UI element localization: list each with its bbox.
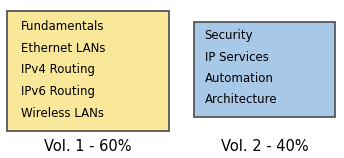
Text: IPv4 Routing: IPv4 Routing bbox=[21, 63, 95, 76]
Text: Fundamentals: Fundamentals bbox=[21, 20, 104, 33]
Text: IP Services: IP Services bbox=[205, 51, 269, 64]
Text: Wireless LANs: Wireless LANs bbox=[21, 107, 104, 120]
Text: Vol. 1 - 60%: Vol. 1 - 60% bbox=[44, 139, 131, 154]
Text: Security: Security bbox=[205, 29, 253, 42]
Text: Automation: Automation bbox=[205, 72, 273, 85]
Text: Ethernet LANs: Ethernet LANs bbox=[21, 42, 105, 55]
Text: Vol. 2 - 40%: Vol. 2 - 40% bbox=[221, 139, 309, 154]
Text: IPv6 Routing: IPv6 Routing bbox=[21, 85, 95, 98]
FancyBboxPatch shape bbox=[7, 11, 169, 131]
Text: Architecture: Architecture bbox=[205, 93, 277, 106]
FancyBboxPatch shape bbox=[194, 22, 335, 117]
